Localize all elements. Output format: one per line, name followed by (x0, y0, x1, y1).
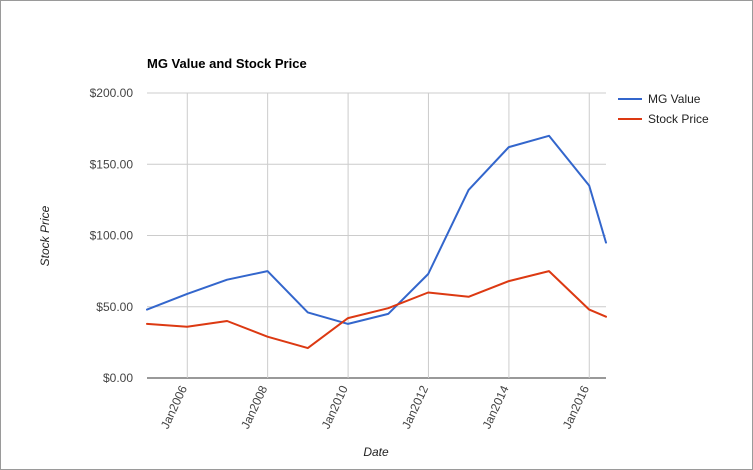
x-axis-title: Date (363, 445, 389, 459)
y-tick-label: $100.00 (90, 229, 134, 243)
y-tick-label: $0.00 (103, 371, 133, 385)
x-tick-label: Jan2016 (560, 383, 592, 431)
legend-label[interactable]: Stock Price (648, 112, 709, 126)
x-tick-label: Jan2010 (319, 383, 351, 431)
series-line-stock-price[interactable] (146, 270, 607, 350)
legend-label[interactable]: MG Value (648, 92, 701, 106)
x-axis-tick-labels: Jan2006 Jan2008 Jan2010 Jan2012 Jan2014 Jan20… (158, 383, 592, 431)
y-axis-tick-labels: $0.00 $50.00 $100.00 $150.00 $200.00 (90, 86, 134, 385)
x-tick-label: Jan2014 (479, 383, 511, 431)
grid-lines (147, 92, 606, 379)
y-tick-label: $150.00 (90, 157, 134, 171)
x-tick-label: Jan2006 (158, 383, 190, 431)
y-tick-label: $50.00 (96, 300, 133, 314)
y-tick-label: $200.00 (90, 86, 134, 100)
series-line-mg-value[interactable] (146, 134, 607, 325)
x-tick-label: Jan2012 (399, 383, 431, 431)
series-lines (146, 134, 607, 350)
y-axis-title: Stock Price (38, 205, 52, 266)
chart-title: MG Value and Stock Price (147, 56, 307, 71)
x-tick-label: Jan2008 (238, 383, 270, 431)
legend[interactable]: MG Value Stock Price (618, 92, 709, 126)
